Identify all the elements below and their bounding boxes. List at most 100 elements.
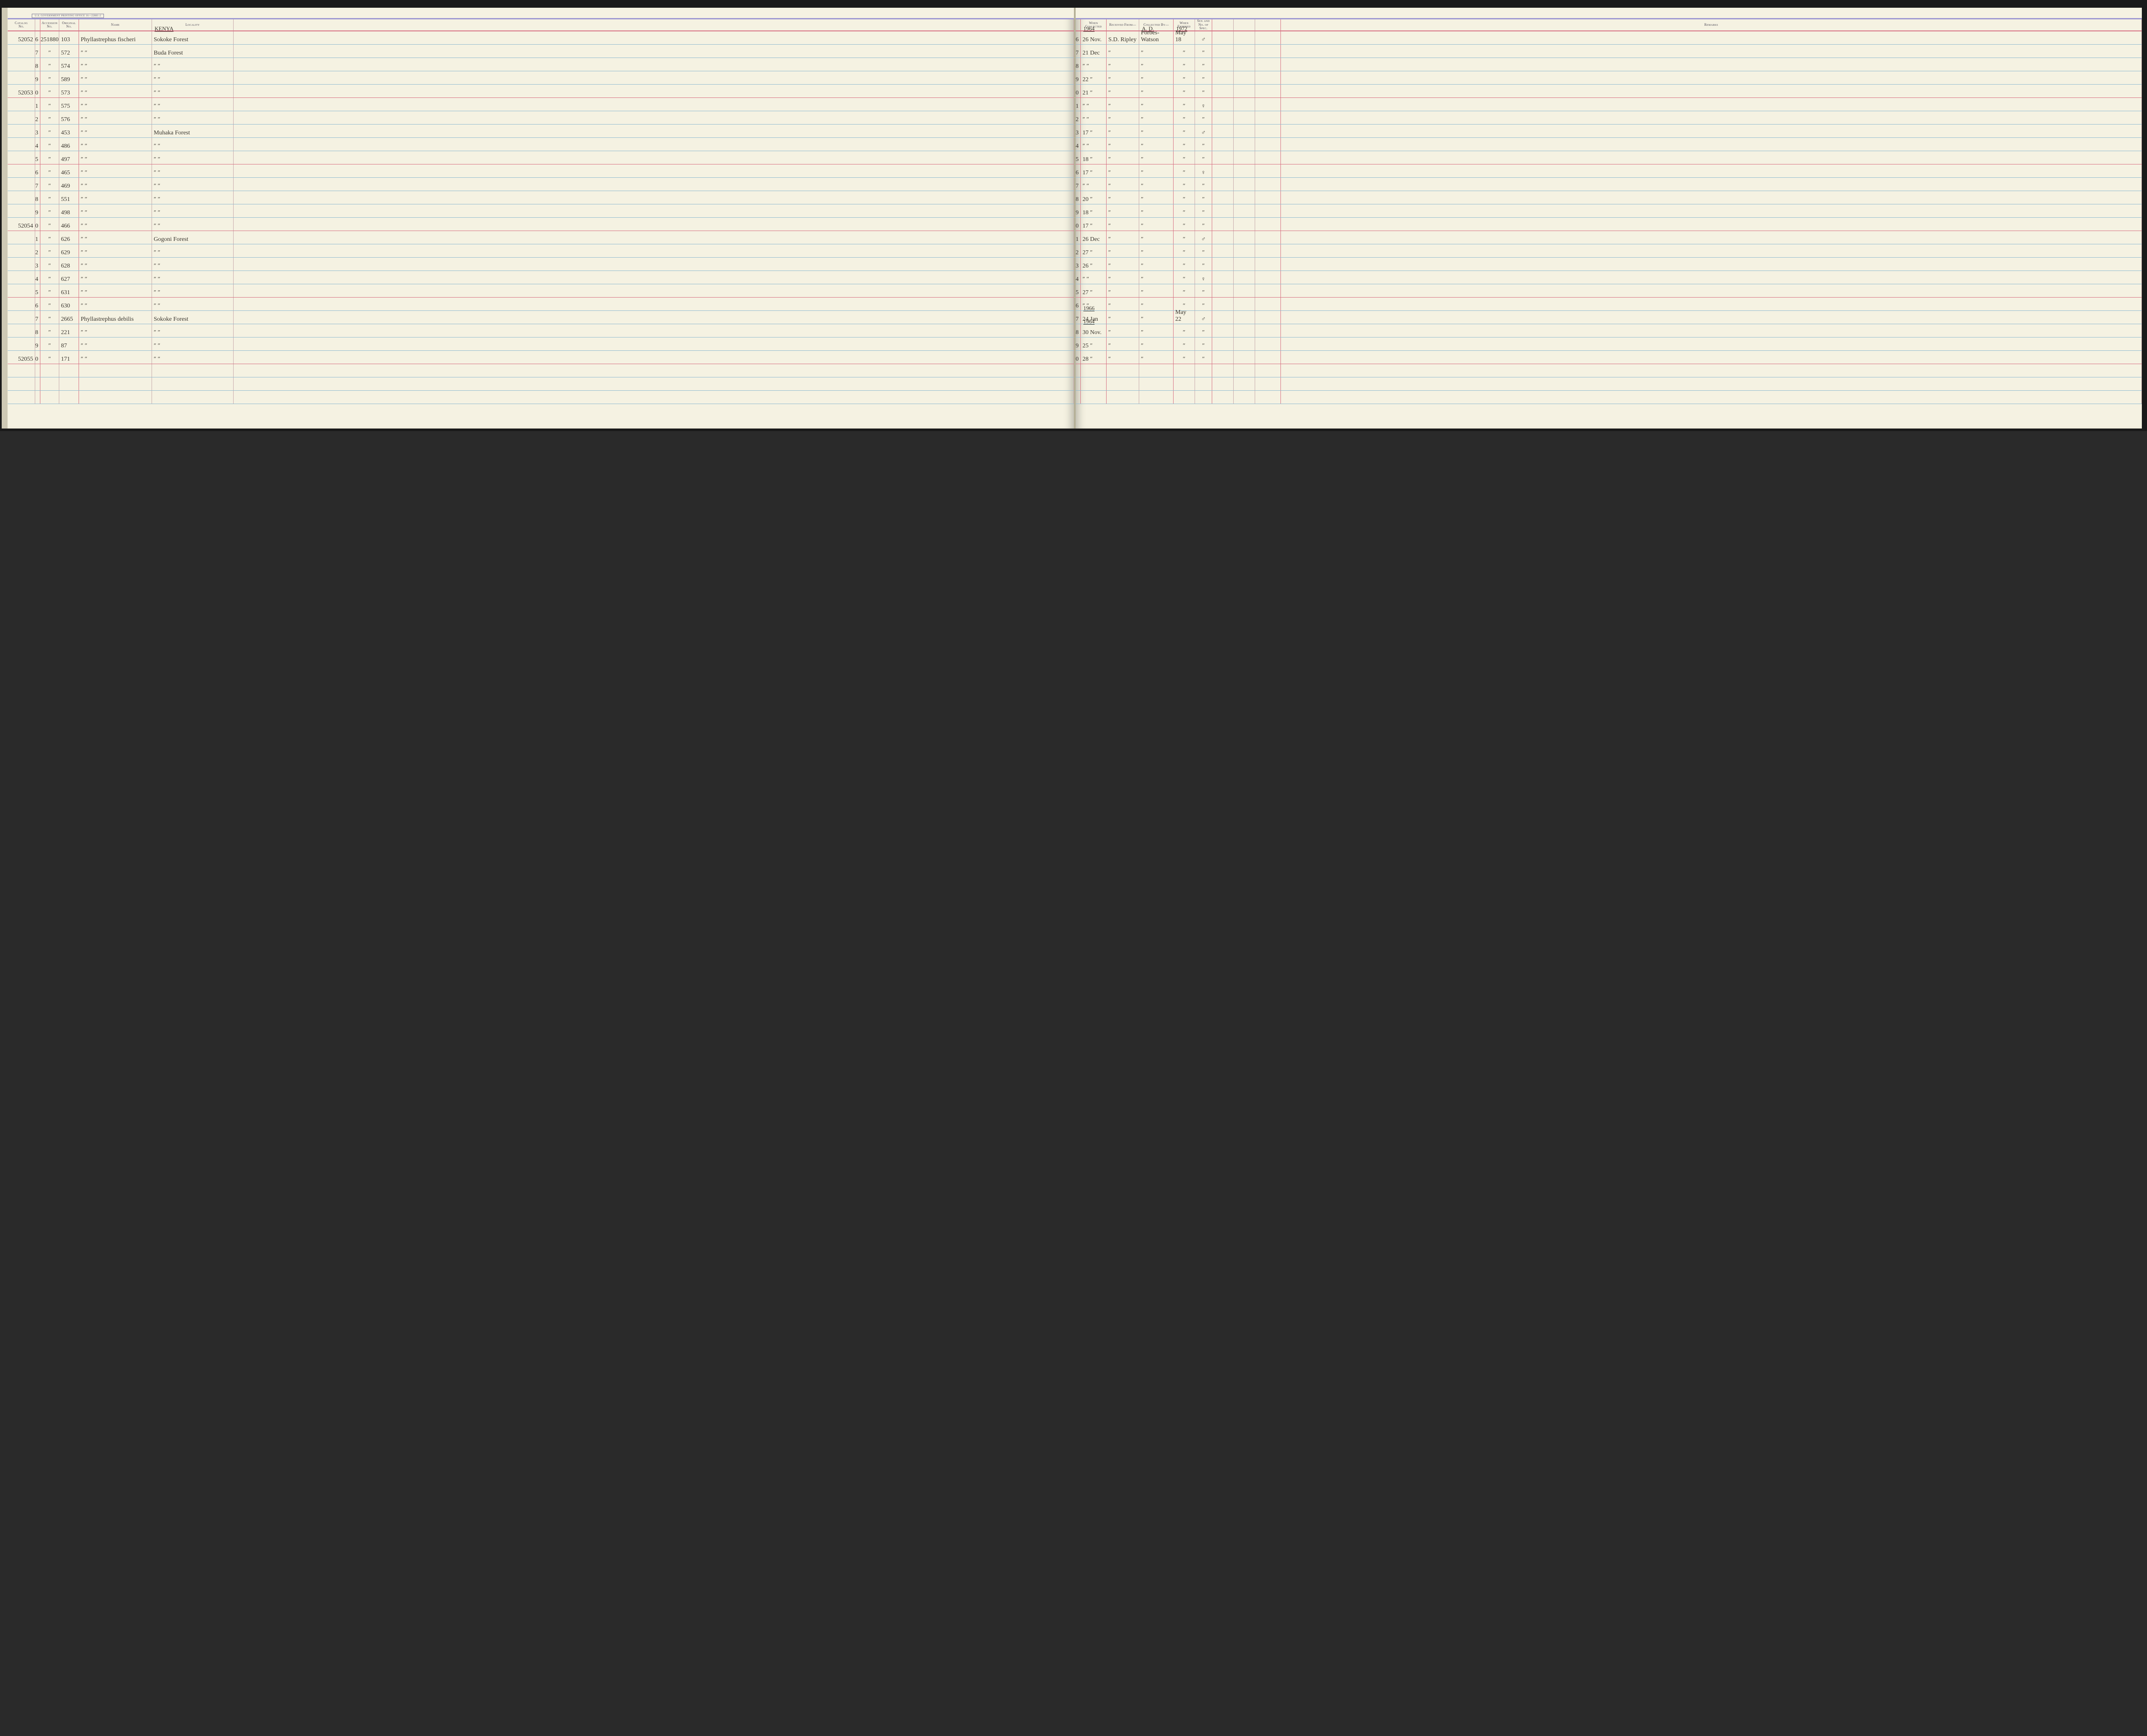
extra-r3 — [1255, 258, 1281, 271]
collector-initials-note: A. D. — [1142, 25, 1154, 32]
extra-r2 — [1234, 31, 1255, 44]
header-accession-label: AccessionNo. — [42, 21, 58, 29]
catalog-no — [8, 111, 35, 124]
blank-row — [1076, 364, 2142, 377]
received-from: ″ — [1107, 351, 1139, 364]
specimen-name: Phyllastrephus debilis — [79, 311, 152, 324]
table-row: 3″453″ ″Muhaka Forest — [8, 125, 1074, 138]
catalog-no — [8, 284, 35, 297]
accession-no: ″ — [40, 218, 59, 231]
accession-no: ″ — [40, 98, 59, 111]
extra-left — [234, 258, 1074, 271]
original-no: 453 — [59, 125, 79, 137]
remarks — [1281, 324, 2142, 337]
received-from: ″ — [1107, 337, 1139, 350]
sex-spec: ″ — [1195, 204, 1212, 217]
accession-no: ″ — [40, 71, 59, 84]
header-sex-label: Sex andNo. ofSpec. — [1197, 19, 1210, 30]
received-from: ″ — [1107, 98, 1139, 111]
received-from: ″ — [1107, 324, 1139, 337]
when-collected: ″ ″ — [1081, 98, 1107, 111]
locality: ″ ″ — [152, 244, 234, 257]
row-index-right: 7 — [1076, 178, 1081, 191]
row-index: 4 — [35, 138, 40, 151]
original-no: 589 — [59, 71, 79, 84]
extra-left — [234, 337, 1074, 350]
row-index-right: 4 — [1076, 271, 1081, 284]
remarks — [1281, 138, 2142, 151]
extra-r3 — [1255, 337, 1281, 350]
remarks — [1281, 31, 2142, 44]
remarks — [1281, 151, 2142, 164]
received-from: ″ — [1107, 178, 1139, 191]
when-collected: ″ ″ — [1081, 138, 1107, 151]
row-index-right: 3 — [1076, 258, 1081, 271]
blank-row — [8, 364, 1074, 377]
locality: KENYASokoke Forest — [152, 31, 234, 44]
extra-left — [234, 111, 1074, 124]
extra-r1 — [1212, 244, 1234, 257]
sex-spec: ″ — [1195, 58, 1212, 71]
locality: ″ ″ — [152, 98, 234, 111]
locality: ″ ″ — [152, 324, 234, 337]
table-row: 8196430 Nov.″″″″ — [1076, 324, 2142, 337]
collected-by: ″ — [1139, 311, 1174, 324]
original-no: 486 — [59, 138, 79, 151]
right-page: WhenCollected Received From— Collected B… — [1075, 8, 2142, 429]
row-index: 9 — [35, 204, 40, 217]
accession-no: ″ — [40, 258, 59, 271]
received-from: ″ — [1107, 191, 1139, 204]
row-index: 8 — [35, 58, 40, 71]
locality: ″ ″ — [152, 271, 234, 284]
collected-by: ″ — [1139, 244, 1174, 257]
remarks — [1281, 111, 2142, 124]
extra-left — [234, 31, 1074, 44]
row-index-right: 5 — [1076, 151, 1081, 164]
locality: ″ ″ — [152, 138, 234, 151]
extra-r1 — [1212, 125, 1234, 137]
extra-r2 — [1234, 178, 1255, 191]
extra-r2 — [1234, 111, 1255, 124]
specimen-name: ″ ″ — [79, 151, 152, 164]
when-entered: ″ — [1174, 85, 1195, 97]
sex-spec: ″ — [1195, 71, 1212, 84]
collected-by: ″ — [1139, 298, 1174, 310]
when-entered: ″ — [1174, 271, 1195, 284]
remarks — [1281, 178, 2142, 191]
row-index: 3 — [35, 258, 40, 271]
blank-row — [1076, 391, 2142, 404]
header-name: Name — [79, 19, 152, 30]
received-from: ″ — [1107, 204, 1139, 217]
row-index-right: 6 — [1076, 298, 1081, 310]
extra-r3 — [1255, 164, 1281, 177]
accession-no: ″ — [40, 204, 59, 217]
extra-r2 — [1234, 164, 1255, 177]
row-index-right: 0 — [1076, 351, 1081, 364]
extra-left — [234, 178, 1074, 191]
extra-r1 — [1212, 298, 1234, 310]
extra-r2 — [1234, 71, 1255, 84]
original-no: 498 — [59, 204, 79, 217]
row-index: 5 — [35, 151, 40, 164]
sex-spec: ″ — [1195, 138, 1212, 151]
extra-left — [234, 271, 1074, 284]
locality: ″ ″ — [152, 191, 234, 204]
extra-r1 — [1212, 231, 1234, 244]
extra-r1 — [1212, 164, 1234, 177]
accession-no: ″ — [40, 45, 59, 58]
extra-r2 — [1234, 85, 1255, 97]
received-from: ″ — [1107, 298, 1139, 310]
table-row: 6196426 Nov.S.D. RipleyA. D.Forbes-Watso… — [1076, 31, 2142, 45]
table-row: 8″221″ ″″ ″ — [8, 324, 1074, 337]
sex-spec: ♀ — [1195, 98, 1212, 111]
blank-row — [1076, 377, 2142, 391]
accession-no: ″ — [40, 164, 59, 177]
extra-r3 — [1255, 178, 1281, 191]
row-index: 6 — [35, 298, 40, 310]
sex-spec: ″ — [1195, 298, 1212, 310]
when-collected: 26 ″ — [1081, 258, 1107, 271]
table-row: 518 ″″″″″ — [1076, 151, 2142, 164]
remarks — [1281, 98, 2142, 111]
row-index: 0 — [35, 218, 40, 231]
original-no: 574 — [59, 58, 79, 71]
